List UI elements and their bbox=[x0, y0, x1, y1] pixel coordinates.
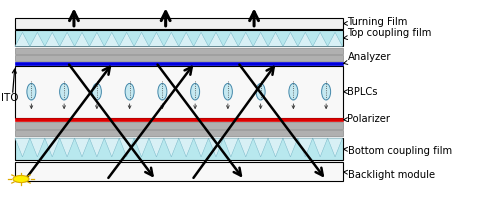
Polygon shape bbox=[164, 138, 179, 157]
Polygon shape bbox=[253, 138, 268, 157]
Polygon shape bbox=[194, 32, 208, 46]
Polygon shape bbox=[119, 32, 134, 46]
Polygon shape bbox=[224, 138, 238, 157]
Text: Top coupling film: Top coupling film bbox=[344, 28, 432, 40]
Polygon shape bbox=[30, 32, 45, 46]
Polygon shape bbox=[194, 138, 208, 157]
Text: BPLCs: BPLCs bbox=[344, 87, 378, 97]
Bar bbox=[15, 122, 342, 129]
Bar bbox=[15, 48, 342, 54]
Bar bbox=[15, 118, 342, 121]
Ellipse shape bbox=[27, 83, 36, 100]
Polygon shape bbox=[238, 32, 253, 46]
Polygon shape bbox=[328, 138, 342, 157]
Polygon shape bbox=[104, 138, 119, 157]
Text: Bottom coupling film: Bottom coupling film bbox=[344, 146, 452, 156]
Polygon shape bbox=[179, 32, 194, 46]
Text: Backlight module: Backlight module bbox=[344, 170, 434, 180]
Polygon shape bbox=[208, 32, 224, 46]
Polygon shape bbox=[60, 32, 74, 46]
Polygon shape bbox=[312, 32, 328, 46]
Polygon shape bbox=[15, 32, 30, 46]
Polygon shape bbox=[30, 138, 45, 157]
Polygon shape bbox=[74, 32, 90, 46]
Bar bbox=[15, 18, 342, 29]
Bar bbox=[15, 130, 342, 136]
Polygon shape bbox=[224, 32, 238, 46]
Bar bbox=[15, 66, 342, 118]
Bar bbox=[15, 30, 342, 46]
Ellipse shape bbox=[125, 83, 134, 100]
Polygon shape bbox=[298, 32, 312, 46]
Polygon shape bbox=[312, 138, 328, 157]
Polygon shape bbox=[253, 32, 268, 46]
Polygon shape bbox=[45, 32, 60, 46]
Polygon shape bbox=[60, 138, 74, 157]
Text: Turning Film: Turning Film bbox=[344, 17, 408, 27]
Polygon shape bbox=[328, 32, 342, 46]
Bar bbox=[15, 55, 342, 61]
Polygon shape bbox=[268, 32, 283, 46]
Bar bbox=[15, 162, 342, 181]
Ellipse shape bbox=[322, 83, 330, 100]
Polygon shape bbox=[179, 138, 194, 157]
Bar bbox=[15, 138, 342, 160]
Polygon shape bbox=[90, 32, 104, 46]
Polygon shape bbox=[208, 138, 224, 157]
Polygon shape bbox=[15, 138, 30, 157]
Polygon shape bbox=[90, 138, 104, 157]
Ellipse shape bbox=[190, 83, 200, 100]
Polygon shape bbox=[45, 138, 60, 157]
Polygon shape bbox=[268, 138, 283, 157]
Ellipse shape bbox=[289, 83, 298, 100]
Text: Polarizer: Polarizer bbox=[344, 114, 390, 124]
Ellipse shape bbox=[224, 83, 232, 100]
Ellipse shape bbox=[92, 83, 102, 100]
Polygon shape bbox=[149, 32, 164, 46]
Bar bbox=[15, 62, 342, 65]
Polygon shape bbox=[119, 138, 134, 157]
Polygon shape bbox=[283, 32, 298, 46]
Polygon shape bbox=[74, 138, 90, 157]
Polygon shape bbox=[283, 138, 298, 157]
Polygon shape bbox=[238, 138, 253, 157]
Polygon shape bbox=[104, 32, 119, 46]
Polygon shape bbox=[298, 138, 312, 157]
Circle shape bbox=[13, 175, 29, 183]
Ellipse shape bbox=[158, 83, 167, 100]
Polygon shape bbox=[164, 32, 179, 46]
Text: Analyzer: Analyzer bbox=[344, 52, 391, 64]
Polygon shape bbox=[134, 32, 149, 46]
Ellipse shape bbox=[256, 83, 265, 100]
Polygon shape bbox=[134, 138, 149, 157]
Ellipse shape bbox=[60, 83, 68, 100]
Text: ITO: ITO bbox=[2, 93, 19, 103]
Polygon shape bbox=[149, 138, 164, 157]
